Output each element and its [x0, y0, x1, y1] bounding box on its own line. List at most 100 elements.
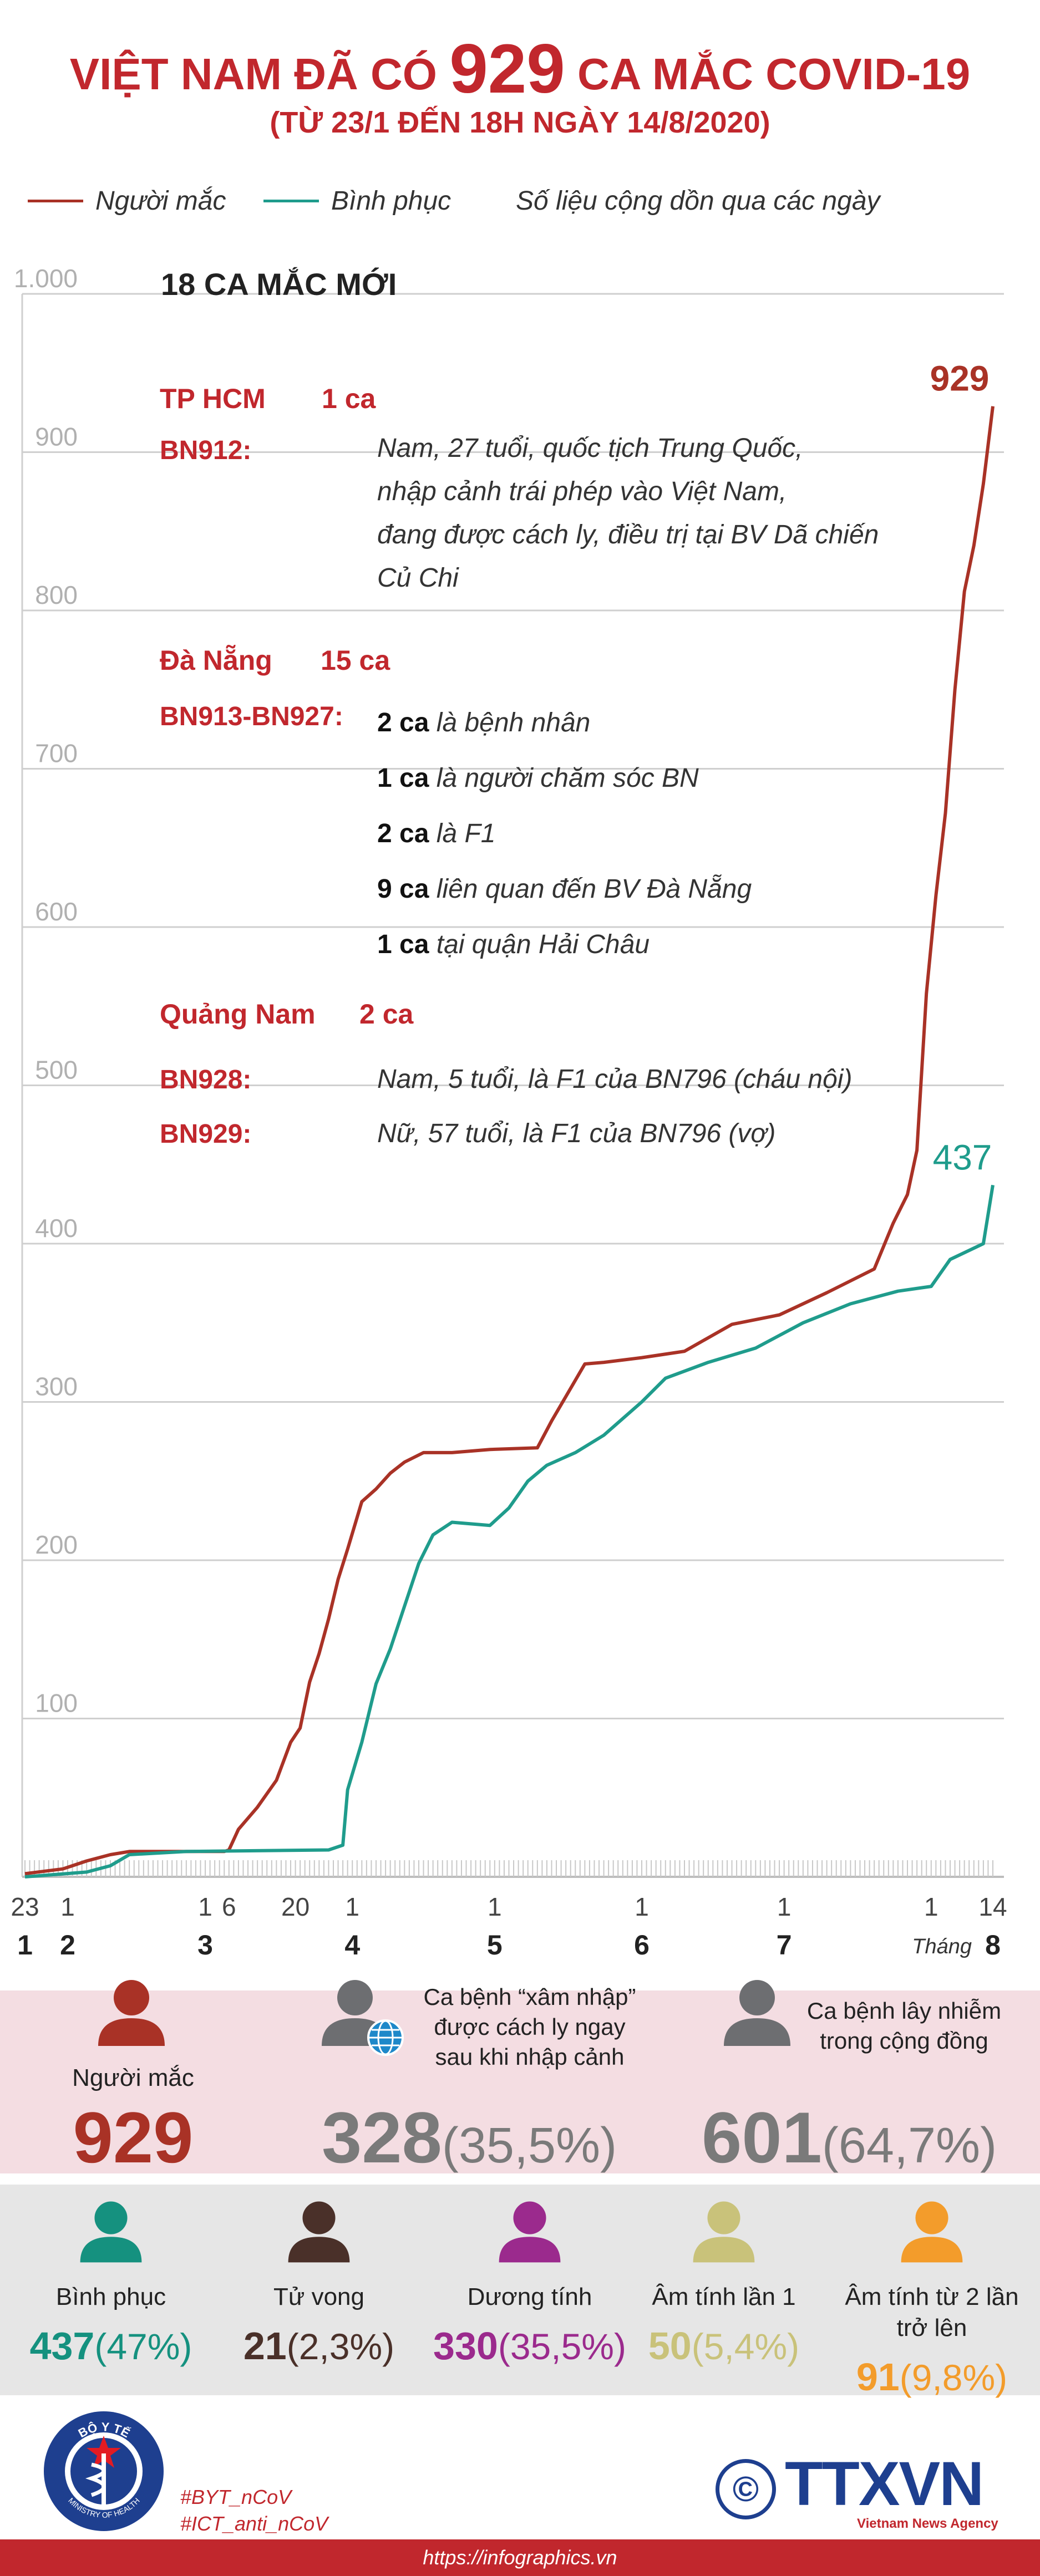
- case-desc-line: Củ Chi: [377, 563, 459, 593]
- stat-label: Tử vong: [273, 2283, 364, 2310]
- stat-percent: (5,4%): [691, 2326, 800, 2367]
- case-desc-line: nhập cảnh trái phép vào Việt Nam,: [377, 477, 787, 506]
- x-month-label: 1: [17, 1930, 33, 1961]
- case-desc-bn928: Nam, 5 tuổi, là F1 của BN796 (cháu nội): [377, 1065, 853, 1094]
- legend-recovered-swatch: [263, 200, 319, 202]
- case-code-bn929: BN929:: [160, 1119, 252, 1149]
- cases-person-icon: [98, 1980, 165, 2046]
- stat-item: Bình phục 437(47%): [6, 2198, 216, 2368]
- stat-number: 50: [648, 2324, 692, 2368]
- chart-series: [24, 406, 995, 1878]
- case-desc-bn929: Nữ, 57 tuổi, là F1 của BN796 (vợ): [377, 1119, 776, 1148]
- stat-label: Âm tính từ 2 lần trở lên: [845, 2283, 1019, 2341]
- chart-end-labels: 929 437: [930, 359, 992, 1178]
- stat-number: 330: [433, 2324, 498, 2368]
- imported-label-line: sau khi nhập cảnh: [435, 2044, 625, 2070]
- case-desc-bn912: Nam, 27 tuổi, quốc tịch Trung Quốc, nhập…: [377, 427, 932, 600]
- danang-row: 2 ca là F1: [377, 819, 496, 848]
- region-quangnam-count: 2 ca: [359, 999, 414, 1030]
- series-line-cases: [24, 406, 995, 1876]
- danang-row: 1 ca là người chăm sóc BN: [377, 763, 699, 793]
- stat-percent: (35,5%): [498, 2326, 626, 2367]
- imported-pct: (35,5%): [442, 2118, 617, 2173]
- agency-subtitle: Vietnam News Agency: [857, 2516, 998, 2531]
- x-day-label: 6: [222, 1892, 236, 1921]
- community-value: 601: [702, 2097, 822, 2178]
- danang-row: 9 ca liên quan đến BV Đà Nẵng: [377, 874, 752, 904]
- case-code-bn912: BN912:: [160, 436, 252, 465]
- summary-band: [0, 1990, 1040, 2173]
- page-title: VIỆT NAM ĐÃ CÓ 929 CA MẮC COVID-19: [0, 34, 1040, 105]
- person-icon: [80, 2201, 142, 2263]
- y-tick-label: 400: [35, 1214, 78, 1243]
- region-danang-name: Đà Nẵng: [160, 645, 272, 676]
- x-month-label: 8: [985, 1930, 1001, 1961]
- stat-item: Âm tính lần 1 50(5,4%): [618, 2198, 829, 2368]
- stat-number: 21: [243, 2324, 287, 2368]
- y-tick-label: 900: [35, 422, 78, 451]
- region-hcm-name: TP HCM: [160, 383, 266, 414]
- danang-row: 2 ca là bệnh nhân: [377, 708, 591, 737]
- footer-url-bar: https://infographics.vn: [0, 2539, 1040, 2576]
- community-person-icon: [724, 1980, 790, 2046]
- region-quangnam-name: Quảng Nam: [160, 999, 316, 1030]
- series-end-label: 437: [933, 1137, 992, 1177]
- agency-logo: TTXVN: [785, 2449, 984, 2518]
- y-tick-label: 700: [35, 739, 78, 768]
- stat-value: 91(9,8%): [826, 2355, 1037, 2399]
- case-code-bn913-927: BN913-BN927:: [160, 702, 343, 731]
- imported-value: 328: [322, 2097, 442, 2178]
- stat-label: Bình phục: [55, 2283, 166, 2310]
- x-month-label: 2: [60, 1930, 75, 1961]
- stat-value: 50(5,4%): [618, 2324, 829, 2368]
- hashtag: #ICT_anti_nCoV: [180, 2512, 328, 2535]
- x-day-label: 1: [198, 1892, 212, 1921]
- new-cases-heading: 18 CA MẮC MỚI: [161, 267, 397, 302]
- region-hcm-count: 1 ca: [322, 383, 376, 414]
- case-code-bn928: BN928:: [160, 1065, 252, 1094]
- person-icon: [499, 2201, 561, 2263]
- stat-percent: (9,8%): [899, 2357, 1008, 2398]
- hashtags: #BYT_nCoV #ICT_anti_nCoV: [180, 2484, 328, 2537]
- community-label-line: trong cộng đồng: [820, 2028, 988, 2054]
- series-line-recovered: [24, 1184, 995, 1878]
- footer-url[interactable]: https://infographics.vn: [423, 2546, 617, 2569]
- imported-stat: 328(35,5%): [322, 2096, 617, 2179]
- person-icon: [693, 2201, 755, 2263]
- chart-y-ticks: 1.000 900 800 700 600 500 400 300 200 100: [14, 264, 78, 1718]
- community-pct: (64,7%): [821, 2118, 997, 2173]
- cases-label: Người mắc: [72, 2064, 194, 2091]
- hashtag: #BYT_nCoV: [180, 2486, 292, 2508]
- x-day-label: 1: [777, 1892, 792, 1921]
- imported-label-line: được cách ly ngay: [434, 2014, 626, 2040]
- stat-percent: (47%): [94, 2326, 192, 2367]
- y-tick-label: 300: [35, 1372, 78, 1401]
- x-day-label: 1: [924, 1892, 938, 1921]
- globe-icon: [367, 2019, 404, 2056]
- title-number: 929: [449, 30, 565, 108]
- stat-value: 21(2,3%): [214, 2324, 424, 2368]
- stat-item: Âm tính từ 2 lần trở lên 91(9,8%): [826, 2198, 1037, 2399]
- legend-recovered: Bình phục: [263, 186, 451, 216]
- stat-value: 437(47%): [6, 2324, 216, 2368]
- danang-row: 1 ca tại quận Hải Châu: [377, 930, 650, 959]
- ministry-logo: BỘ Y TẾ MINISTRY OF HEALTH: [44, 2411, 164, 2531]
- x-day-label: 1: [345, 1892, 359, 1921]
- title-text-pre: VIỆT NAM ĐÃ CÓ: [69, 49, 450, 99]
- cases-value: 929: [73, 2097, 194, 2178]
- series-end-label: 929: [930, 359, 990, 399]
- x-day-label: 14: [978, 1892, 1007, 1921]
- title-text-post: CA MẮC COVID-19: [565, 49, 971, 99]
- x-day-label: 1: [488, 1892, 502, 1921]
- x-month-label: 3: [197, 1930, 213, 1961]
- legend-cases: Người mắc: [28, 186, 226, 216]
- x-month-label: 4: [344, 1930, 360, 1961]
- x-day-label: 23: [11, 1892, 39, 1921]
- stat-number: 437: [29, 2324, 95, 2368]
- imported-label: Ca bệnh “xâm nhập” được cách ly ngay sau…: [413, 1982, 646, 2072]
- x-day-label: 20: [281, 1892, 310, 1921]
- legend-note: Số liệu cộng dồn qua các ngày: [516, 186, 880, 216]
- x-month-word: Tháng: [912, 1935, 972, 1958]
- stat-number: 91: [856, 2355, 900, 2399]
- stat-label: Âm tính lần 1: [652, 2283, 796, 2310]
